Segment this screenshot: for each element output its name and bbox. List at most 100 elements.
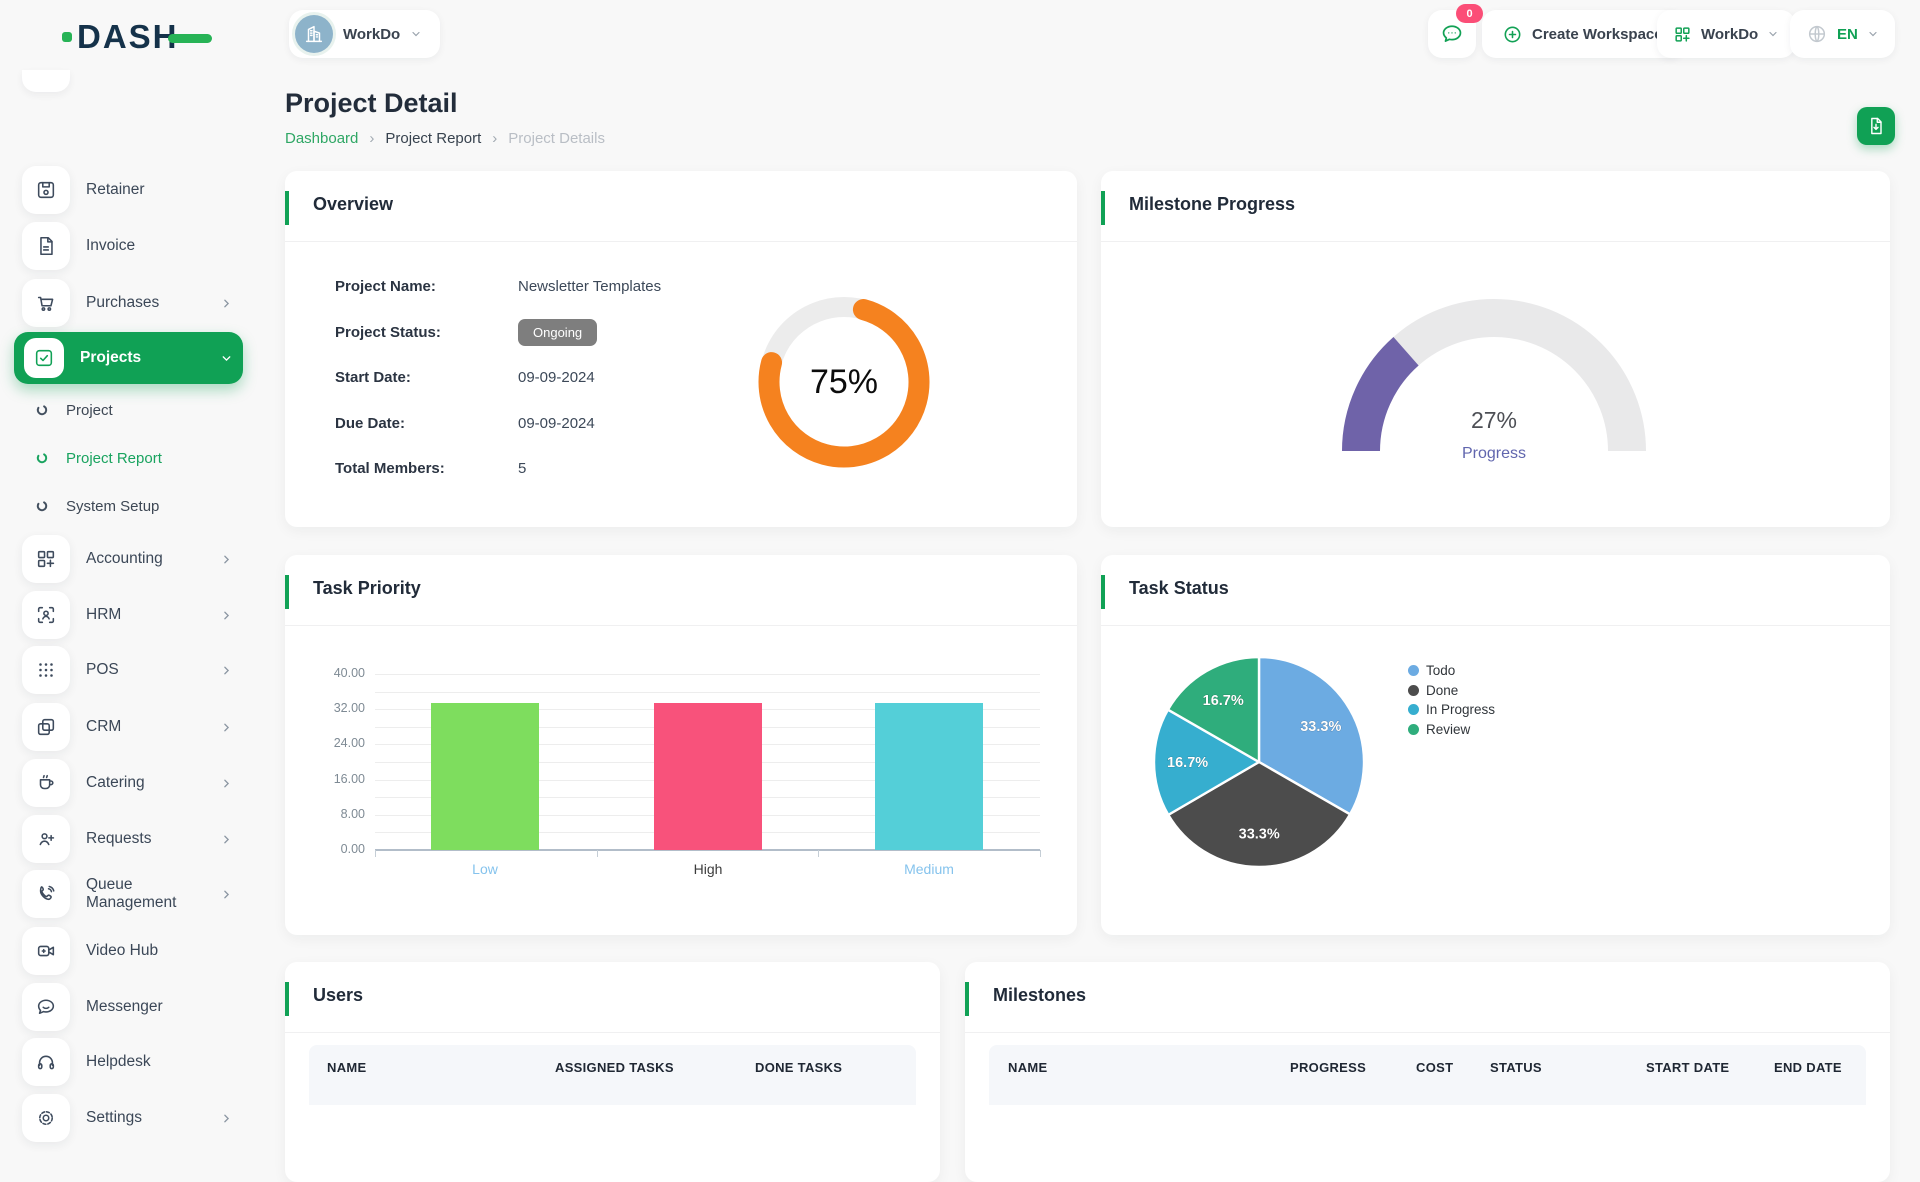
sidebar-item-queue-management[interactable]: Queue Management: [14, 870, 243, 918]
progress-gauge-chart: [1324, 283, 1664, 473]
create-workspace-label: Create Workspace: [1532, 25, 1663, 43]
completion-donut-chart: 75%: [749, 287, 939, 477]
sidebar-item-invoice[interactable]: Invoice: [14, 222, 243, 270]
pos-icon: [22, 646, 70, 694]
users-table-header: NAME ASSIGNED TASKS DONE TASKS: [309, 1045, 916, 1105]
sidebar-item-projects[interactable]: Projects: [14, 332, 243, 384]
legend-swatch: [1408, 665, 1419, 677]
chevron-down-icon: [1867, 28, 1879, 40]
legend-item-done: Done: [1408, 681, 1495, 701]
headphones-icon: [22, 1038, 70, 1086]
card-accent-bar: [285, 575, 289, 609]
workspace-switcher[interactable]: WorkDo: [289, 10, 441, 58]
gauge-percent-label: 27%: [1470, 407, 1518, 433]
sidebar-item-catering[interactable]: Catering: [14, 759, 243, 807]
chevron-right-icon: [220, 888, 233, 901]
x-axis-tick: [596, 850, 598, 857]
grid-plus-icon: [1673, 25, 1692, 44]
bar-low: [431, 703, 539, 850]
chevron-right-icon: [220, 297, 233, 310]
messages-button[interactable]: 0: [1428, 4, 1483, 58]
loader-icon: [36, 452, 48, 464]
sidebar-item-label: Messenger: [86, 998, 163, 1015]
y-axis-tick-label: 8.00: [340, 806, 365, 821]
logo-text: DASH: [77, 18, 179, 55]
sidebar-item-settings[interactable]: Settings: [14, 1094, 243, 1142]
sidebar-item-label: Purchases: [86, 294, 160, 311]
column-header-done-tasks: DONE TASKS: [755, 1060, 843, 1075]
legend-swatch: [1408, 723, 1419, 735]
create-workspace-button[interactable]: Create Workspace: [1482, 10, 1683, 58]
sidebar-subitem-project[interactable]: Project: [36, 398, 243, 422]
overview-field: Project Name: Newsletter Templates: [335, 264, 705, 310]
breadcrumb-dashboard[interactable]: Dashboard: [285, 130, 359, 147]
milestones-card-title: Milestones: [993, 985, 1087, 1005]
export-button[interactable]: [1857, 107, 1895, 145]
legend-swatch: [1408, 704, 1419, 716]
field-value: 09-09-2024: [518, 369, 595, 387]
language-selector[interactable]: EN: [1790, 10, 1895, 58]
chat-icon: [22, 983, 70, 1031]
task-priority-bar-chart: 0.00 8.00 16.00 24.00 32.00 40.00 Low High Mediu…: [285, 555, 1077, 935]
logo-dash-bar: [167, 33, 212, 43]
y-axis-tick-label: 0.00: [340, 842, 365, 856]
legend-item-todo: Todo: [1408, 661, 1495, 681]
sidebar-item-label: POS: [86, 661, 119, 678]
sidebar-item-video-hub[interactable]: Video Hub: [14, 927, 243, 975]
chevron-right-icon: [220, 1112, 233, 1125]
sidebar-item-requests[interactable]: Requests: [14, 815, 243, 863]
loader-icon: [36, 404, 48, 416]
app-logo[interactable]: DASH: [62, 18, 212, 56]
sidebar-item-purchases[interactable]: Purchases: [14, 279, 243, 327]
chat-bubble-icon: [1439, 21, 1465, 47]
cart-icon: [22, 279, 70, 327]
sidebar-item-accounting[interactable]: Accounting: [14, 535, 243, 583]
divider: [965, 1032, 1890, 1033]
task-priority-card-title: Task Priority: [313, 578, 421, 598]
card-accent-bar: [965, 982, 969, 1016]
scrolled-item-sliver: [22, 70, 70, 92]
legend-label: In Progress: [1426, 702, 1496, 718]
video-icon: [22, 927, 70, 975]
sidebar-item-label: Settings: [86, 1109, 143, 1126]
sidebar-item-pos[interactable]: POS: [14, 646, 243, 694]
workspace-dropdown[interactable]: WorkDo: [1657, 10, 1796, 58]
workspace-name: WorkDo: [343, 25, 401, 43]
breadcrumb: Dashboard › Project Report › Project Det…: [285, 130, 605, 147]
pie-slice-in-progress: [1152, 708, 1261, 817]
pie-slice-label: 16.7%: [1167, 755, 1208, 771]
overview-fields: Project Name: Newsletter Templates Project…: [335, 264, 705, 492]
save-icon: [22, 166, 70, 214]
sidebar-item-crm[interactable]: CRM: [14, 703, 243, 751]
overview-field: Total Members: 5: [335, 446, 705, 492]
y-axis-tick-label: 32.00: [333, 701, 365, 716]
chevron-right-icon: [220, 721, 233, 734]
bar-medium: [875, 703, 983, 850]
overview-field: Due Date: 09-09-2024: [335, 401, 705, 447]
pie-slice-label: 33.3%: [1300, 719, 1341, 735]
milestone-card-title: Milestone Progress: [1129, 194, 1296, 214]
pie-legend: Todo Done In Progress Review: [1408, 661, 1495, 739]
sidebar-item-messenger[interactable]: Messenger: [14, 983, 243, 1031]
crm-icon: [22, 703, 70, 751]
sidebar-item-hrm[interactable]: HRM: [14, 591, 243, 639]
donut-percent-label: 75%: [809, 363, 879, 401]
gridline: [375, 691, 1040, 693]
pie-slice-todo: [1257, 655, 1366, 816]
sidebar-item-helpdesk[interactable]: Helpdesk: [14, 1038, 243, 1086]
field-value: Newsletter Templates: [518, 278, 662, 296]
milestone-progress-card: Milestone Progress 27% Progress: [1101, 171, 1890, 527]
file-export-icon: [1866, 116, 1886, 136]
column-header-progress: PROGRESS: [1290, 1060, 1367, 1075]
task-status-card-title: Task Status: [1129, 578, 1229, 598]
legend-label: Done: [1426, 682, 1459, 698]
sidebar-subitem-system-setup[interactable]: System Setup: [36, 494, 243, 518]
language-code: EN: [1837, 25, 1858, 43]
sidebar-subitem-project-report[interactable]: Project Report: [36, 446, 243, 470]
sidebar-item-retainer[interactable]: Retainer: [14, 166, 243, 214]
message-count-badge: 0: [1456, 4, 1483, 23]
task-priority-card: Task Priority 0.00 8.00 16.00 24.00 32.00 40.…: [285, 555, 1077, 935]
breadcrumb-project-report[interactable]: Project Report: [385, 130, 482, 147]
legend-label: Review: [1426, 721, 1471, 737]
field-label: Project Name:: [335, 278, 436, 296]
